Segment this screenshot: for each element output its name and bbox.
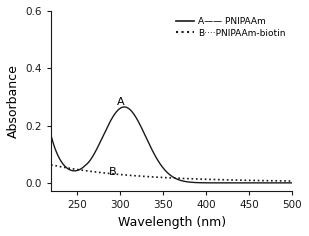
Legend: A—— PNIPAAm, B····PNIPAAm-biotin: A—— PNIPAAm, B····PNIPAAm-biotin [174,16,288,39]
Y-axis label: Absorbance: Absorbance [7,64,20,138]
X-axis label: Wavelength (nm): Wavelength (nm) [117,216,226,229]
Text: B: B [109,167,116,177]
Text: A: A [116,97,124,107]
